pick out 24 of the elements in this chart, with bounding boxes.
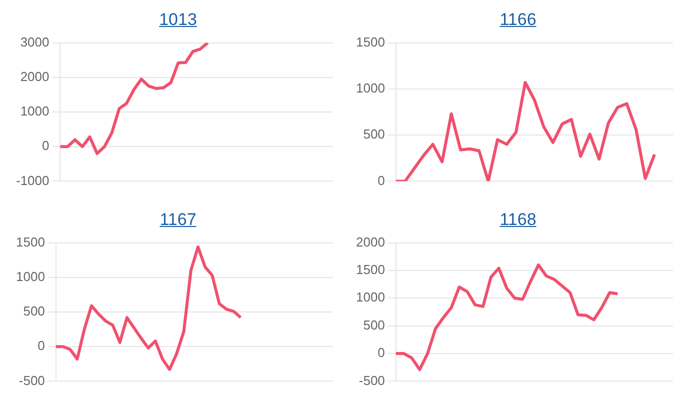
y-tick-label: -1000 xyxy=(16,172,50,188)
y-tick-label: 1000 xyxy=(16,268,45,284)
y-tick-label: 500 xyxy=(363,126,385,142)
y-tick-label: 1500 xyxy=(356,34,385,50)
y-tick-label: 1000 xyxy=(356,290,385,305)
y-tick-label: 1500 xyxy=(16,234,45,250)
chart-title: 1168 xyxy=(500,209,536,231)
y-tick-label: 500 xyxy=(363,317,385,332)
chart-title: 1167 xyxy=(160,209,196,231)
y-tick-label: 0 xyxy=(38,338,45,354)
y-tick-label: 1000 xyxy=(356,80,385,96)
y-tick-label: 0 xyxy=(378,172,385,188)
chart-title: 1166 xyxy=(500,9,536,31)
y-tick-label: 500 xyxy=(23,304,45,319)
y-tick-label: 0 xyxy=(42,138,50,154)
chart-title: 1013 xyxy=(159,9,197,31)
y-tick-label: 3000 xyxy=(20,34,50,50)
y-tick-label: -500 xyxy=(18,372,45,388)
y-tick-label: 0 xyxy=(378,345,385,360)
y-tick-label: 1000 xyxy=(20,104,50,119)
y-tick-label: 2000 xyxy=(356,234,385,250)
y-tick-label: 1500 xyxy=(356,262,385,278)
y-tick-label: 2000 xyxy=(20,68,50,84)
y-tick-label: -500 xyxy=(358,372,385,388)
